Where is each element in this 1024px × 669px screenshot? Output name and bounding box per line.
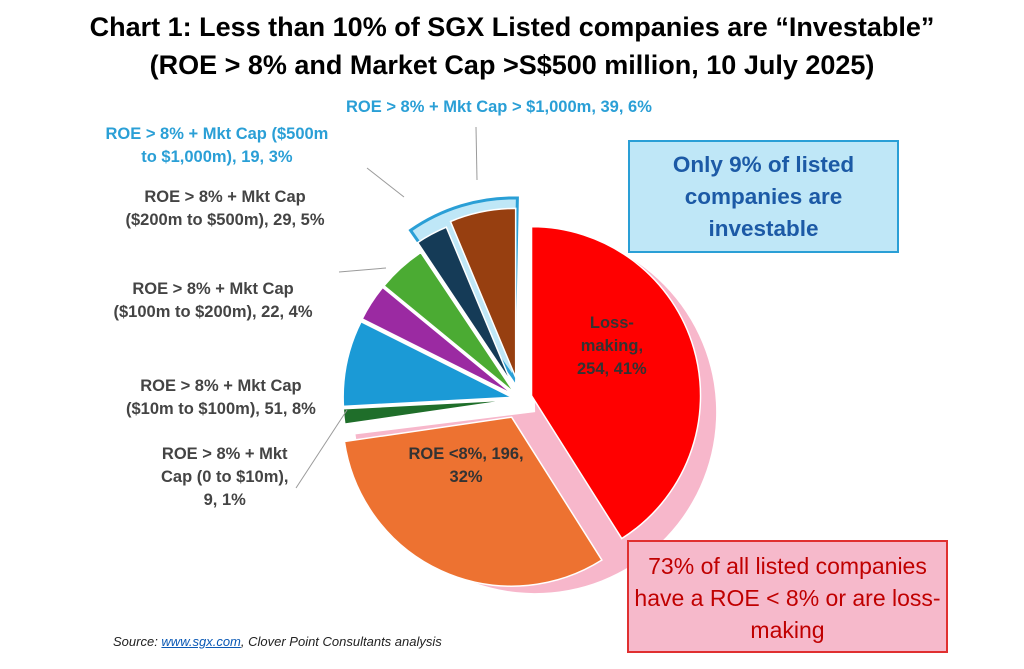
- loss-making-callout: 73% of all listed companies have a ROE <…: [627, 540, 948, 653]
- pie-slice-1[interactable]: [530, 225, 702, 540]
- slice-label-line: 254, 41%: [577, 359, 647, 378]
- slice-label-1: Loss-making, 254, 41%: [577, 312, 647, 381]
- pie-slice-2[interactable]: [343, 416, 603, 587]
- slice-label-line: ($100m to $200m), 22, 4%: [113, 303, 313, 321]
- chart-title: Chart 1: Less than 10% of SGX Listed com…: [89, 12, 935, 42]
- slice-label-line: ROE > 8% + Mkt Cap: [140, 377, 302, 395]
- pie-slice-3[interactable]: [342, 399, 513, 426]
- slice-label-line: ROE > 8% + Mkt Cap: [132, 280, 294, 298]
- source-note: Source: www.sgx.com, Clover Point Consul…: [113, 634, 442, 649]
- pie-slice-4[interactable]: [342, 320, 516, 408]
- slice-label-line: making,: [580, 336, 644, 355]
- leader-line-6: [338, 267, 387, 273]
- source-link[interactable]: www.sgx.com: [161, 634, 241, 649]
- leader-line-7: [366, 167, 405, 198]
- slice-label-line: ROE > 8% + Mkt Cap ($500m: [105, 125, 329, 143]
- leader-line-8: [475, 126, 478, 181]
- slice-label-2: ROE <8%, 196, 32%: [409, 443, 524, 489]
- chart-subtitle: (ROE > 8% and Market Cap >S$500 million,…: [149, 50, 875, 80]
- pie-slice-6[interactable]: [382, 251, 516, 394]
- slice-label-line: Loss-: [589, 313, 634, 332]
- pie-slice-5[interactable]: [361, 286, 514, 396]
- slice-label-7: ROE > 8% + Mkt Cap ($500m to $1,000m), 19…: [106, 123, 329, 169]
- slice-label-line: 9, 1%: [203, 490, 246, 509]
- slice-label-8: ROE > 8% + Mkt Cap > $1,000m, 39, 6%: [346, 96, 652, 119]
- slice-label-line: ($10m to $100m), 51, 8%: [126, 400, 316, 418]
- slice-label-line: ROE <8%, 196,: [408, 445, 524, 463]
- slice-label-line: Cap (0 to $10m),: [161, 467, 289, 486]
- slice-label-line: 32%: [449, 468, 483, 486]
- investable-callout: Only 9% of listed companies are investab…: [628, 140, 899, 253]
- slice-label-line: ROE > 8% + Mkt Cap: [144, 188, 306, 206]
- pie-slice-7[interactable]: [416, 226, 513, 384]
- source-suffix: , Clover Point Consultants analysis: [240, 634, 442, 649]
- slice-label-line: ($200m to $500m), 29, 5%: [125, 211, 325, 229]
- slice-label-line: ROE > 8% + Mkt Cap > $1,000m, 39, 6%: [346, 97, 652, 116]
- slice-label-6: ROE > 8% + Mkt Cap ($200m to $500m), 29, …: [126, 186, 325, 232]
- pie-slice-8[interactable]: [449, 207, 517, 378]
- slice-label-5: ROE > 8% + Mkt Cap ($100m to $200m), 22, …: [114, 278, 313, 324]
- slice-label-line: ROE > 8% + Mkt: [161, 444, 288, 463]
- slice-label-3: ROE > 8% + Mkt Cap (0 to $10m), 9, 1%: [161, 443, 288, 512]
- slice-label-line: to $1,000m), 19, 3%: [141, 148, 293, 166]
- slice-label-4: ROE > 8% + Mkt Cap ($10m to $100m), 51, 8…: [126, 375, 316, 421]
- leader-line-3: [295, 409, 348, 489]
- source-prefix: Source:: [113, 634, 162, 649]
